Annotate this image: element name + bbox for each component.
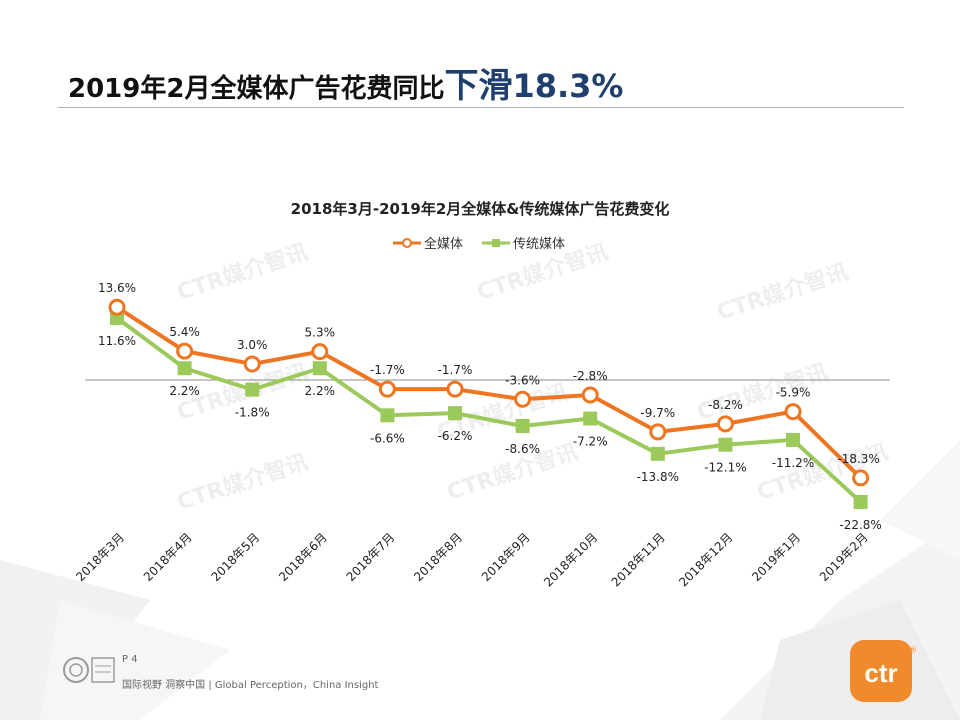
all-media-label-9: -8.2% [708,398,743,412]
legend-label-traditional-media: 传统媒体 [513,237,565,252]
all-media-point-8 [649,423,667,441]
all-media-label-11: -18.3% [837,452,879,466]
traditional-media-point-9 [718,437,733,452]
footer-tagline: 国际视野 洞察中国 | Global Perception，China Insi… [122,680,379,691]
x-tick-label-4: 2018年7月 [344,530,398,584]
x-tick-label-6: 2018年9月 [479,530,533,584]
all-media-point-1 [176,342,194,360]
all-media-label-2: 3.0% [237,338,268,352]
traditional-media-point-5 [448,406,462,421]
title-divider [58,107,904,108]
all-media-point-5 [446,380,464,398]
all-media-point-7 [581,386,599,404]
traditional-media-label-6: -8.6% [505,442,540,456]
all-media-point-3 [311,343,329,361]
traditional-media-point-10 [786,432,800,447]
all-media-label-8: -9.7% [640,406,675,420]
all-media-label-0: 13.6% [98,281,136,295]
x-tick-label-7: 2018年10月 [541,530,600,589]
all-media-label-1: 5.4% [169,325,200,339]
traditional-media-label-10: -11.2% [772,456,814,470]
all-media-label-5: -1.7% [438,363,473,377]
slide-title-highlight-value: 18.3% [512,67,624,105]
traditional-media-point-7 [583,411,598,426]
traditional-media-label-5: -6.2% [438,429,473,443]
traditional-media-point-1 [177,361,192,376]
traditional-media-label-9: -12.1% [704,461,746,475]
certification-logo [62,654,118,690]
traditional-media-point-2 [245,382,260,397]
x-tick-label-3: 2018年6月 [276,530,330,584]
all-media-point-10 [784,403,802,421]
x-tick-label-0: 2018年3月 [73,530,127,584]
ctr-logo-text: ctr [864,658,897,688]
all-media-label-3: 5.3% [305,326,336,340]
slide-title-prefix: 2019年2月全媒体广告花费同比 [68,74,445,104]
legend-label-all-media: 全媒体 [424,236,463,252]
watermark-0: CTR媒介智讯 [174,239,311,306]
all-media-label-10: -5.9% [776,386,811,400]
watermark-8: CTR媒介智讯 [754,439,891,506]
traditional-media-label-1: 2.2% [169,384,200,398]
all-media-point-2 [243,355,261,373]
x-tick-label-2: 2018年5月 [208,530,262,584]
all-media-label-4: -1.7% [370,363,405,377]
traditional-media-point-4 [380,408,395,423]
all-media-label-6: -3.6% [505,373,540,387]
traditional-media-point-8 [650,446,665,461]
x-tick-label-10: 2019年1月 [749,530,803,584]
x-tick-label-9: 2018年12月 [676,530,735,589]
x-tick-label-5: 2018年8月 [411,530,465,584]
slide-title: 2019年2月全媒体广告花费同比下滑18.3% [68,58,623,107]
traditional-media-label-8: -13.8% [637,470,679,484]
series-line-traditional-media [115,316,862,504]
x-tick-label-11: 2019年2月 [817,530,871,584]
all-media-point-4 [378,380,396,398]
watermark-2: CTR媒介智讯 [714,259,851,326]
traditional-media-point-6 [515,419,530,434]
chart-title: 2018年3月-2019年2月全媒体&传统媒体广告花费变化 [291,200,670,218]
traditional-media-point-3 [312,361,327,376]
traditional-media-label-0: 11.6% [98,334,136,348]
x-tick-label-8: 2018年11月 [609,530,668,589]
all-media-point-0 [108,298,126,316]
traditional-media-label-7: -7.2% [573,435,608,449]
traditional-media-label-11: -22.8% [839,518,881,532]
traditional-media-point-11 [853,494,868,509]
all-media-point-9 [716,415,734,433]
traditional-media-label-3: 2.2% [305,384,336,398]
x-tick-label-1: 2018年4月 [141,530,195,584]
ctr-logo: ctr [850,640,912,706]
legend-marker-traditional-media [492,239,500,247]
registered-mark: ® [908,646,917,656]
legend-marker-all-media [402,238,412,248]
watermark-6: CTR媒介智讯 [174,449,311,516]
traditional-media-label-2: -1.8% [235,406,270,420]
page-number: P 4 [122,654,138,665]
traditional-media-label-4: -6.6% [370,431,405,445]
all-media-point-11 [852,469,870,487]
all-media-label-7: -2.8% [573,369,608,383]
all-media-point-6 [514,390,532,408]
slide-title-highlight-word: 下滑 [444,66,513,106]
series-line-all-media [115,305,863,480]
